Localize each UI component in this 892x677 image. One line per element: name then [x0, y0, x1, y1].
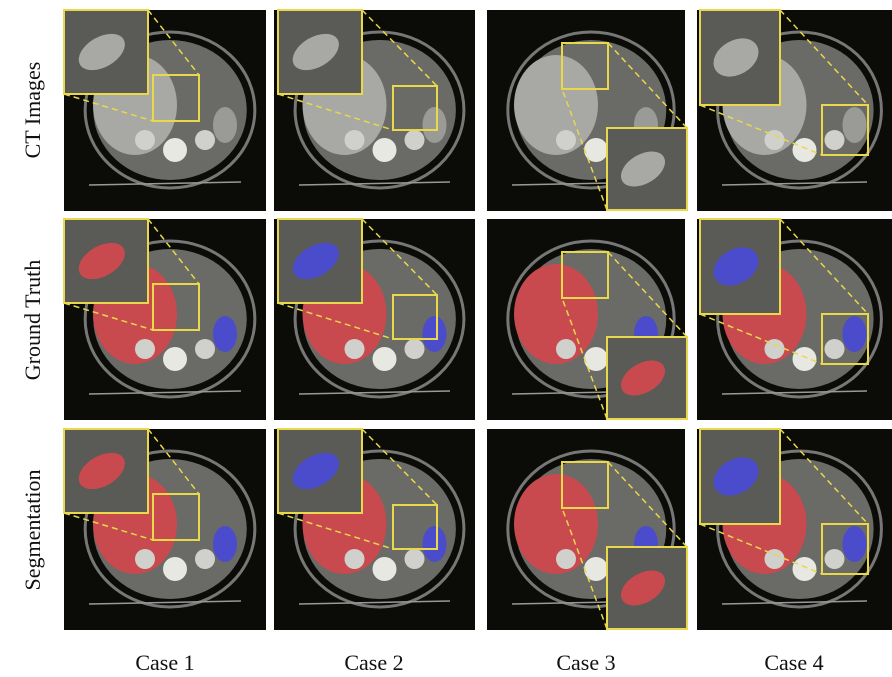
- kidney: [405, 339, 425, 359]
- kidney: [405, 130, 425, 150]
- kidney: [195, 339, 215, 359]
- ct-panel: [274, 219, 475, 420]
- row-label: CT Images: [20, 62, 45, 159]
- spleen: [423, 526, 447, 562]
- figure: CT Images Ground Truth Segmentation Case…: [0, 0, 892, 677]
- kidney: [556, 130, 576, 150]
- ct-panel: [64, 219, 266, 420]
- ct-panel: [64, 429, 266, 630]
- column-label: Case 2: [344, 650, 403, 675]
- ct-panel: [697, 219, 892, 420]
- spine: [163, 138, 187, 162]
- kidney: [825, 130, 845, 150]
- column-label: Case 3: [556, 650, 615, 675]
- column-label: Case 4: [764, 650, 823, 675]
- spleen: [843, 107, 867, 143]
- ct-panel: [487, 10, 687, 211]
- spleen: [423, 316, 447, 352]
- ct-panel: [487, 219, 687, 420]
- spine: [793, 557, 817, 581]
- spleen: [213, 316, 237, 352]
- spleen: [213, 107, 237, 143]
- kidney: [345, 549, 365, 569]
- page: {"row_labels": ["CT Images", "Ground Tru…: [0, 0, 892, 677]
- kidney: [135, 130, 155, 150]
- spleen: [843, 526, 867, 562]
- spleen: [423, 107, 447, 143]
- kidney: [405, 549, 425, 569]
- spine: [163, 347, 187, 371]
- panel-grid: [64, 10, 892, 630]
- ct-panel: [64, 10, 266, 211]
- spine: [373, 557, 397, 581]
- kidney: [345, 339, 365, 359]
- kidney: [556, 339, 576, 359]
- kidney: [135, 339, 155, 359]
- kidney: [825, 549, 845, 569]
- kidney: [825, 339, 845, 359]
- kidney: [195, 549, 215, 569]
- spine: [373, 138, 397, 162]
- kidney: [135, 549, 155, 569]
- spleen: [213, 526, 237, 562]
- row-label: Ground Truth: [20, 260, 45, 380]
- kidney: [556, 549, 576, 569]
- ct-panel: [487, 429, 687, 630]
- spine: [793, 347, 817, 371]
- row-label: Segmentation: [20, 470, 45, 591]
- column-label: Case 1: [135, 650, 194, 675]
- kidney: [195, 130, 215, 150]
- kidney: [345, 130, 365, 150]
- spine: [163, 557, 187, 581]
- spine: [793, 138, 817, 162]
- ct-panel: [697, 429, 892, 630]
- ct-panel: [697, 10, 892, 211]
- ct-panel: [274, 10, 475, 211]
- spleen: [843, 316, 867, 352]
- ct-panel: [274, 429, 475, 630]
- spine: [373, 347, 397, 371]
